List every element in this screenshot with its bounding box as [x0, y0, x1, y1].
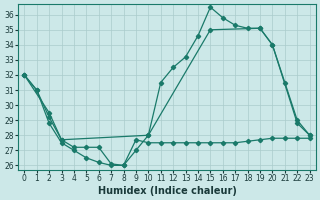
X-axis label: Humidex (Indice chaleur): Humidex (Indice chaleur): [98, 186, 236, 196]
